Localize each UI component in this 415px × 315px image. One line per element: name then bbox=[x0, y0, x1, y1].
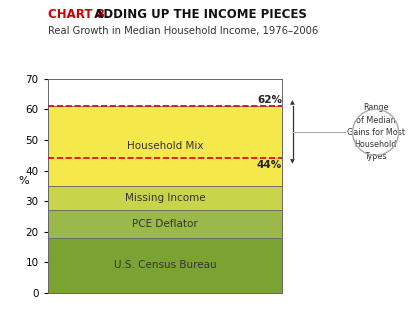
Y-axis label: %: % bbox=[19, 176, 29, 186]
Bar bbox=[48, 238, 282, 293]
Text: U.S. Census Bureau: U.S. Census Bureau bbox=[114, 261, 216, 270]
Text: CHART 8.: CHART 8. bbox=[48, 8, 109, 21]
Bar bbox=[48, 210, 282, 238]
Text: ▲: ▲ bbox=[290, 100, 295, 105]
Text: PCE Deflator: PCE Deflator bbox=[132, 219, 198, 229]
Text: 62%: 62% bbox=[257, 95, 282, 105]
Text: 44%: 44% bbox=[257, 160, 282, 170]
Text: Real Growth in Median Household Income, 1976–2006: Real Growth in Median Household Income, … bbox=[48, 26, 318, 36]
Text: Missing Income: Missing Income bbox=[124, 193, 205, 203]
Text: Household Mix: Household Mix bbox=[127, 141, 203, 151]
Text: ▼: ▼ bbox=[290, 159, 295, 164]
Bar bbox=[48, 186, 282, 210]
Text: ADDING UP THE INCOME PIECES: ADDING UP THE INCOME PIECES bbox=[86, 8, 307, 21]
Text: Range
of Median
Gains for Most
Household
Types: Range of Median Gains for Most Household… bbox=[347, 104, 405, 161]
Bar bbox=[48, 106, 282, 186]
